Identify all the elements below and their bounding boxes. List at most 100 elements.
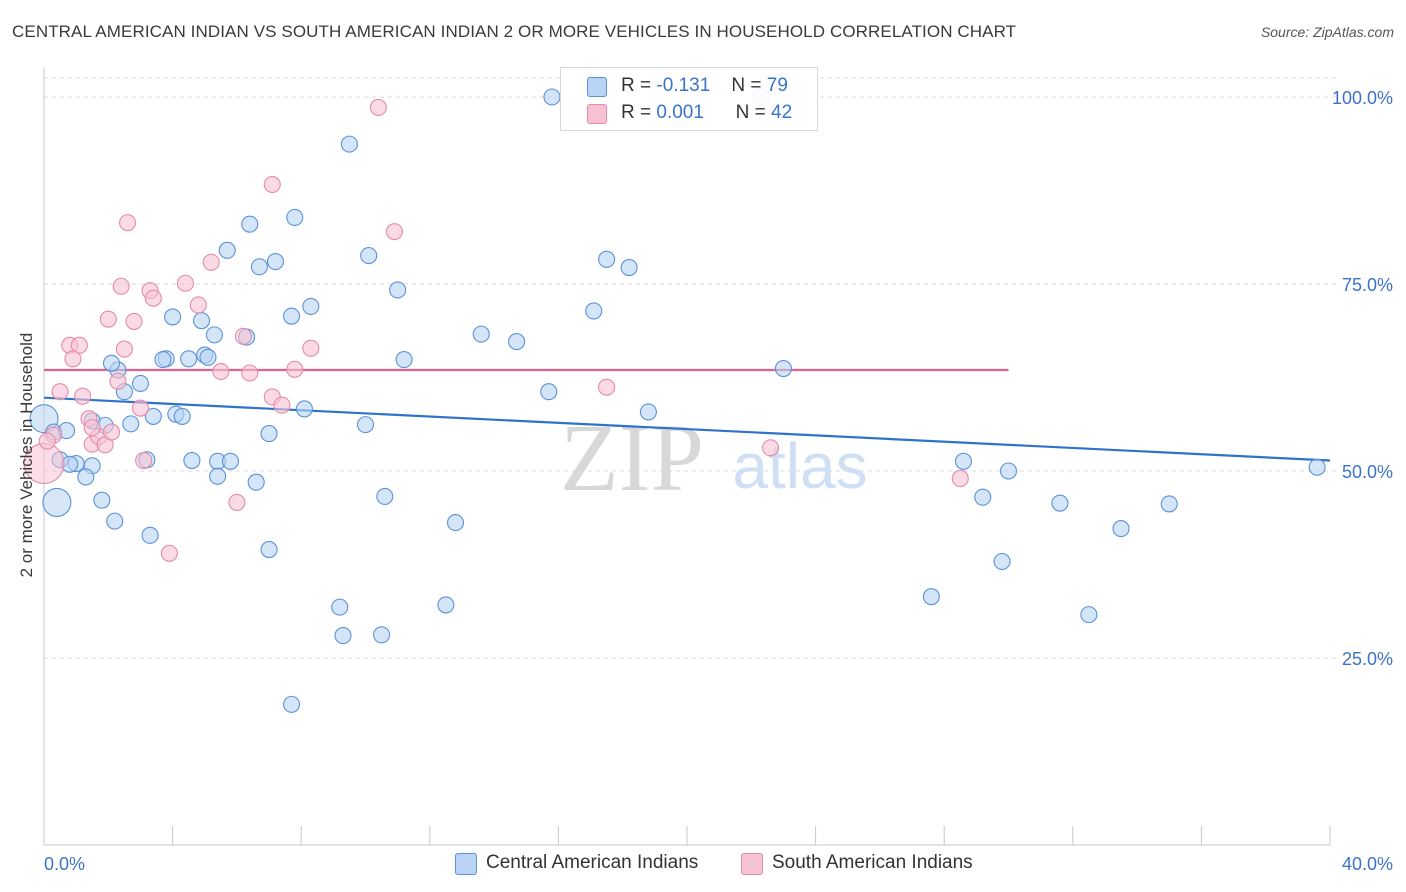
- y-tick-label: 75.0%: [1342, 275, 1393, 295]
- point-central: [954, 452, 973, 470]
- point-central: [199, 348, 217, 366]
- watermark-atlas: atlas: [732, 430, 867, 502]
- point-central: [295, 400, 313, 418]
- point-central: [389, 281, 407, 299]
- point-south: [212, 362, 230, 381]
- point-central: [999, 462, 1018, 480]
- point-central: [266, 253, 285, 271]
- point-central: [154, 350, 172, 369]
- point-central: [106, 512, 124, 530]
- point-central: [218, 241, 236, 259]
- point-central: [205, 326, 223, 344]
- point-central: [508, 333, 526, 351]
- point-south: [112, 277, 130, 295]
- bottom-legend-label-central: Central American Indians: [486, 852, 699, 873]
- point-central: [598, 250, 616, 268]
- point-central: [102, 354, 121, 372]
- point-central: [620, 258, 638, 277]
- tick-labels: 100.0% 75.0% 50.0% 25.0% 0.0% 40.0%: [44, 88, 1393, 874]
- point-central: [334, 627, 352, 645]
- point-central: [260, 425, 278, 443]
- point-south: [64, 350, 82, 368]
- point-south: [160, 544, 178, 562]
- point-central: [302, 297, 320, 315]
- legend-r-value-central: -0.131: [656, 75, 711, 96]
- point-central: [585, 302, 603, 320]
- point-central: [122, 415, 140, 433]
- point-south: [38, 432, 56, 450]
- point-central: [774, 359, 793, 378]
- point-central: [283, 307, 301, 325]
- point-central: [260, 540, 278, 559]
- point-south: [385, 223, 403, 241]
- point-central: [340, 135, 358, 153]
- point-south: [144, 289, 162, 307]
- point-south: [99, 310, 117, 328]
- point-central: [974, 488, 992, 506]
- point-south: [286, 360, 304, 378]
- point-central: [1112, 520, 1130, 538]
- point-south: [51, 383, 69, 401]
- point-south: [102, 423, 121, 441]
- point-central: [42, 487, 72, 517]
- x-tick-label: 40.0%: [1342, 854, 1393, 874]
- point-south: [241, 364, 259, 382]
- point-south: [131, 399, 149, 417]
- point-south: [228, 493, 246, 511]
- point-central: [437, 596, 455, 614]
- point-south: [762, 439, 780, 457]
- point-central: [1160, 495, 1178, 513]
- point-central: [144, 407, 162, 425]
- point-south: [302, 339, 320, 357]
- point-central: [639, 403, 657, 421]
- y-tick-label: 50.0%: [1342, 462, 1393, 482]
- point-central: [1308, 458, 1326, 476]
- point-central: [77, 468, 95, 486]
- point-central: [540, 383, 558, 401]
- bottom-legend-swatch-central: [455, 853, 477, 875]
- point-south: [135, 451, 153, 470]
- watermark-zip: ZIP: [560, 404, 704, 511]
- point-central: [173, 407, 191, 425]
- point-south: [263, 175, 281, 194]
- grid-lines: [44, 77, 1340, 659]
- point-central: [183, 451, 201, 470]
- legend-r-value-south: 0.001: [656, 102, 704, 123]
- point-central: [241, 215, 259, 233]
- bottom-legend-label-south: South American Indians: [772, 852, 973, 873]
- point-south: [109, 372, 127, 390]
- point-central: [164, 308, 182, 326]
- point-central: [922, 588, 940, 606]
- point-central: [131, 374, 149, 393]
- point-central: [180, 350, 198, 368]
- legend-n-value-south: 42: [771, 102, 793, 123]
- data-points: [23, 88, 1326, 713]
- point-south: [189, 296, 207, 314]
- point-south: [74, 387, 92, 405]
- x-tick-label: 0.0%: [44, 854, 85, 874]
- point-south: [951, 469, 969, 488]
- point-central: [356, 416, 375, 434]
- point-central: [446, 514, 465, 532]
- point-central: [93, 491, 111, 509]
- point-south: [115, 340, 133, 358]
- point-south: [125, 312, 143, 330]
- point-central: [472, 325, 490, 343]
- point-central: [141, 526, 159, 544]
- point-south: [369, 98, 387, 117]
- point-central: [247, 473, 265, 491]
- trend-line-central: [43, 396, 1331, 462]
- point-south: [202, 253, 220, 271]
- point-central: [993, 552, 1011, 571]
- point-central: [250, 258, 268, 276]
- point-central: [1051, 494, 1069, 512]
- point-south: [83, 419, 101, 437]
- y-tick-label: 100.0%: [1332, 88, 1393, 108]
- point-central: [286, 208, 304, 226]
- point-central: [373, 626, 391, 644]
- bottom-legend-swatch-south: [741, 853, 763, 875]
- point-south: [273, 396, 291, 414]
- point-south: [598, 378, 616, 396]
- point-central: [360, 247, 378, 265]
- legend-n-label: N =: [731, 75, 762, 96]
